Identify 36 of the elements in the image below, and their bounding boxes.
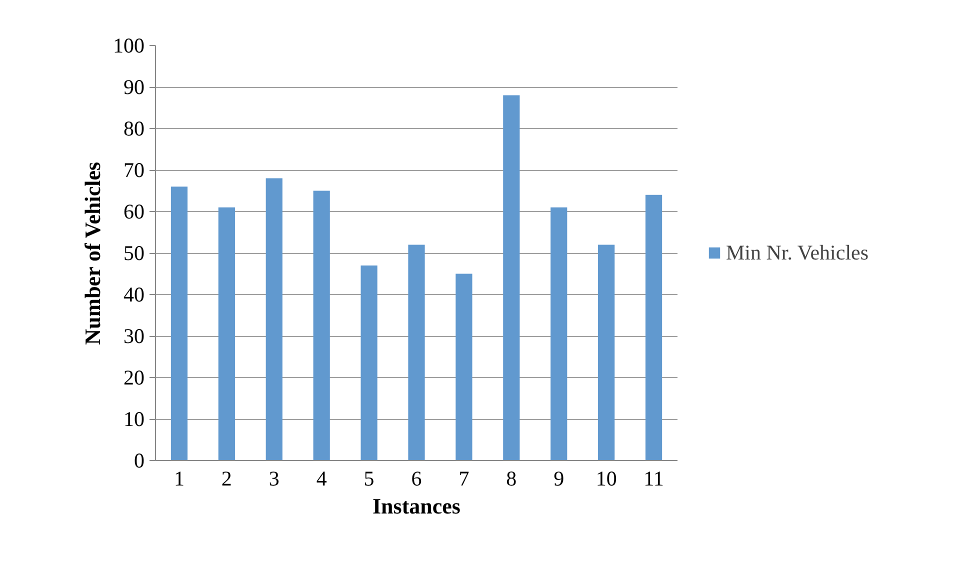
y-tick-label: 80 (124, 116, 144, 140)
bar (598, 244, 615, 460)
x-tick-label: 2 (221, 466, 232, 490)
y-tick-label: 40 (124, 282, 144, 306)
bar (550, 207, 568, 460)
y-tick-label: 70 (124, 158, 144, 182)
y-tick-label: 50 (124, 241, 144, 265)
y-tick-label: 30 (124, 324, 144, 348)
bar (313, 190, 330, 460)
x-tick-label: 4 (316, 466, 328, 490)
x-tick-label: 3 (268, 466, 280, 490)
bar (218, 207, 235, 460)
y-tick-label: 60 (124, 200, 144, 224)
x-tick-label: 8 (506, 466, 517, 490)
y-axis-title: Number of Vehicles (80, 161, 105, 345)
bar (266, 178, 282, 460)
x-tick-label: 10 (596, 466, 617, 490)
x-tick-label: 9 (554, 466, 564, 490)
bar (456, 274, 472, 460)
x-tick-label: 7 (458, 466, 470, 490)
bar (170, 186, 188, 460)
y-tick-label: 90 (124, 75, 144, 99)
bar (645, 194, 662, 460)
y-tick-label: 10 (124, 407, 144, 431)
bar (408, 244, 425, 460)
y-tick-label: 0 (134, 448, 144, 472)
x-tick-label: 6 (411, 466, 422, 490)
y-tick-label: 20 (124, 366, 144, 390)
x-tick-label: 1 (174, 466, 184, 490)
x-tick-label: 11 (644, 466, 664, 490)
legend-label: Min Nr. Vehicles (726, 240, 869, 265)
bar (360, 265, 378, 460)
x-tick-label: 5 (364, 466, 374, 490)
x-axis-title: Instances (372, 494, 461, 518)
bar (503, 95, 520, 460)
y-tick-label: 100 (113, 34, 144, 58)
